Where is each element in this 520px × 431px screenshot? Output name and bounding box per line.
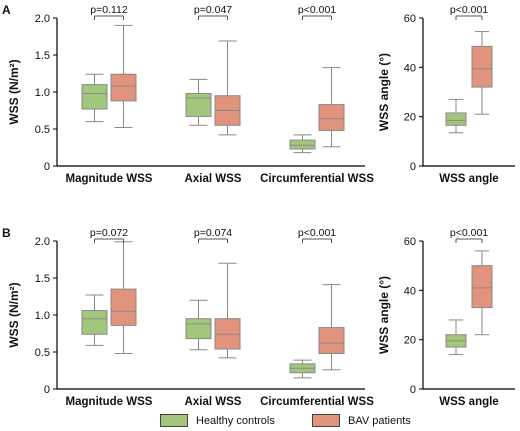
y-tick-label: 0 (44, 161, 50, 173)
pvalue-label: p=0.074 (194, 227, 232, 239)
box-iqr (81, 84, 108, 110)
box-bav (471, 250, 493, 336)
panel-label: A (2, 3, 11, 17)
pvalue-label: p=0.112 (90, 4, 128, 16)
y-tick-label: 0 (410, 161, 416, 173)
y-tick-label: 60 (404, 13, 416, 25)
y-tick-label: 0.5 (35, 124, 50, 136)
y-tick-label: 1.5 (35, 273, 50, 285)
box-iqr (471, 265, 493, 309)
panel-1: A 0 0.5 1.0 1.5 2.0 WSS (N/m²) Magnitude WSS p=0… (2, 3, 374, 185)
y-axis-label: WSS (N/m²) (7, 282, 21, 347)
box-iqr (81, 310, 108, 335)
y-tick-label: 1.5 (35, 50, 50, 62)
box-iqr (445, 112, 467, 126)
legend-label-healthy: Healthy controls (196, 414, 275, 427)
box-healthy (185, 78, 212, 126)
box-bav (318, 67, 345, 148)
x-category-label: WSS angle (439, 173, 498, 185)
box-healthy (445, 98, 467, 134)
box-iqr (185, 318, 212, 340)
y-tick-label: 40 (404, 62, 416, 74)
box-iqr (471, 45, 493, 88)
x-category-label: Axial WSS (185, 173, 242, 185)
y-axis-label: WSS (N/m²) (7, 59, 21, 124)
legend-label-bav: BAV patients (348, 414, 411, 427)
x-category-label: WSS angle (439, 396, 498, 408)
box-iqr (318, 327, 345, 354)
y-tick-label: 1.0 (35, 87, 50, 99)
box-healthy (81, 294, 108, 346)
y-axis-label: WSS angle (°) (377, 53, 391, 131)
panel-label: B (2, 226, 11, 240)
legend-swatch-bav (312, 414, 340, 427)
panel-4: 0 20 40 60 WSS angle (°) WSS angle p<0.001 (377, 227, 515, 408)
x-category-label: Circumferential WSS (260, 173, 374, 185)
y-tick-label: 40 (404, 285, 416, 297)
y-tick-label: 20 (404, 112, 416, 124)
pvalue-label: p<0.001 (298, 4, 336, 16)
y-axis-label: WSS angle (°) (377, 276, 391, 354)
legend: Healthy controls BAV patients (0, 414, 520, 431)
legend-swatch-healthy (160, 414, 188, 427)
box-bav (110, 241, 137, 354)
box-iqr (185, 92, 212, 117)
figure: A 0 0.5 1.0 1.5 2.0 WSS (N/m²) Magnitude WSS p=0… (2, 3, 515, 408)
y-tick-label: 2.0 (35, 236, 50, 248)
x-category-label: Circumferential WSS (260, 396, 374, 408)
pvalue-label: p<0.001 (450, 227, 488, 239)
y-tick-label: 60 (404, 236, 416, 248)
box-healthy (445, 319, 467, 355)
y-tick-label: 20 (404, 335, 416, 347)
panel-3: B 0 0.5 1.0 1.5 2.0 WSS (N/m²) Magnitude WSS p=0… (2, 226, 374, 408)
box-healthy (81, 73, 108, 123)
y-tick-label: 0 (410, 384, 416, 396)
box-iqr (289, 139, 316, 150)
y-tick-label: 1.0 (35, 310, 50, 322)
box-bav (110, 24, 137, 129)
pvalue-label: p<0.001 (298, 227, 336, 239)
y-tick-label: 0 (44, 384, 50, 396)
pvalue-label: p=0.072 (90, 227, 128, 239)
box-bav (214, 262, 241, 359)
box-iqr (110, 288, 137, 326)
box-healthy (289, 134, 316, 154)
pvalue-label: p<0.001 (450, 4, 488, 16)
y-tick-label: 0.5 (35, 347, 50, 359)
box-healthy (289, 359, 316, 379)
legend-item-healthy: Healthy controls (160, 414, 275, 427)
legend-item-bav: BAV patients (312, 414, 411, 427)
box-iqr (110, 73, 137, 102)
x-category-label: Magnitude WSS (66, 173, 153, 185)
pvalue-label: p=0.047 (194, 4, 232, 16)
box-bav (214, 40, 241, 136)
y-tick-label: 2.0 (35, 13, 50, 25)
box-bav (318, 284, 345, 371)
panel-2: 0 20 40 60 WSS angle (°) WSS angle p<0.001 (377, 4, 515, 185)
box-iqr (318, 104, 345, 131)
box-healthy (185, 299, 212, 351)
box-bav (471, 31, 493, 115)
x-category-label: Axial WSS (185, 396, 242, 408)
x-category-label: Magnitude WSS (66, 396, 153, 408)
